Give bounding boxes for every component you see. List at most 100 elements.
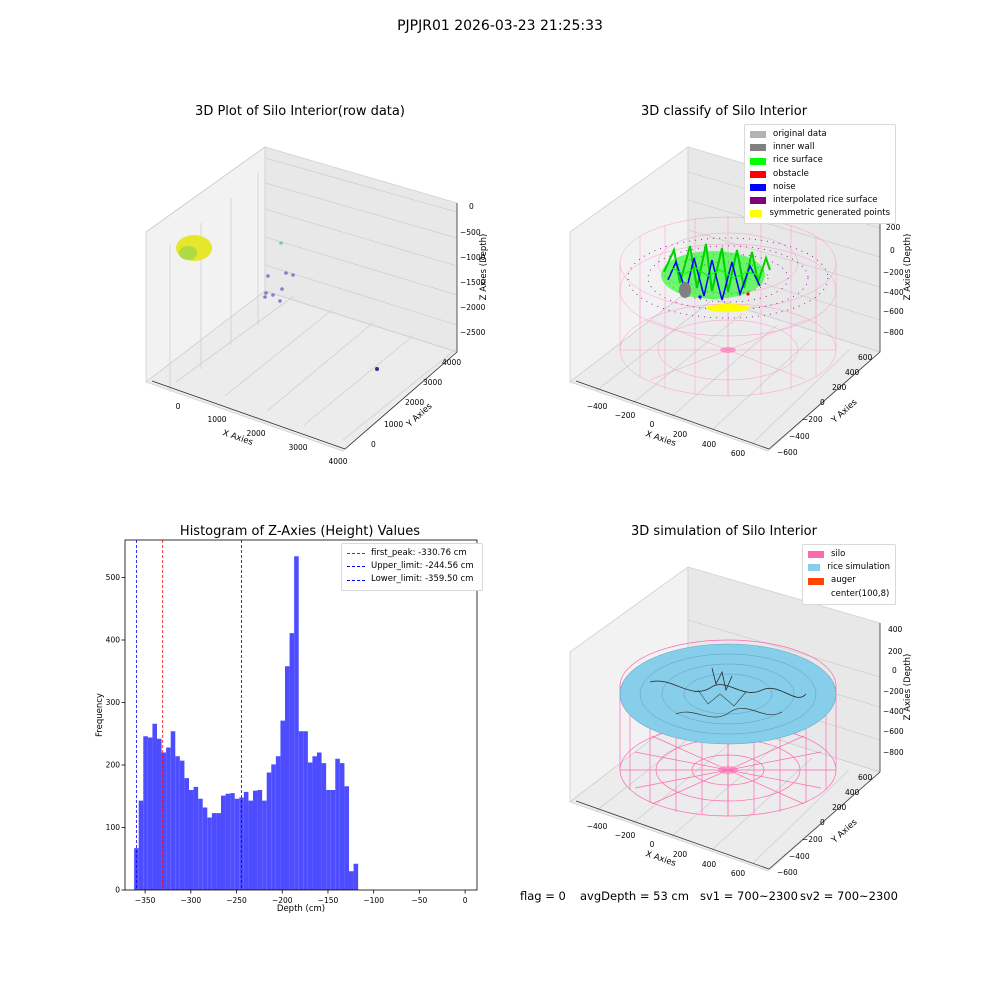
raw-xtick-1: 1000 [207,415,226,424]
histogram-vlines [136,540,242,890]
simulation-xtick-2: 0 [650,840,655,849]
raw-xtick-2: 2000 [246,429,265,438]
simulation-ztick-4: −400 [883,707,904,716]
legend-item: inner wall [750,141,890,154]
raw-3d-points [176,235,379,371]
raw-ytick-3: 3000 [423,378,442,387]
classify-xtick-0: −400 [587,402,608,411]
histogram-title: Histogram of Z-Axies (Height) Values [179,524,421,539]
legend-label: original data [773,129,827,139]
histogram-bar [134,848,139,890]
histogram-ytick-label: 200 [106,761,121,770]
histogram-bar [225,793,231,890]
histogram-bar [307,762,313,890]
histogram-yticks: 0 100 200 300 400 500 [106,573,125,895]
classify-xtick-5: 600 [731,449,746,458]
simulation-xtick-1: −200 [615,831,636,840]
legend-label: silo [831,549,846,559]
histogram-bar [353,863,359,890]
legend-swatch [808,590,824,598]
histogram-bar [184,778,189,890]
legend-label: first_peak: -330.76 cm [371,548,467,558]
legend-swatch [808,577,824,585]
legend-label: noise [773,181,796,192]
raw-ytick-1: 1000 [384,420,403,429]
classify-legend: original data inner wall rice surface ob… [744,124,896,225]
histogram-xtick-label: −300 [181,896,202,905]
classify-xtick-3: 200 [673,430,688,439]
histogram-bar [266,772,272,890]
raw-ztick-3: −1500 [460,278,486,287]
histogram-bar [298,731,304,890]
classify-plot-title: 3D classify of Silo Interior [640,104,808,119]
simulation-xtick-0: −400 [587,822,608,831]
legend-item: rice surface [750,154,890,167]
histogram-bar [349,871,354,890]
histogram-bar [317,752,322,890]
histogram-bar [216,813,221,890]
simulation-xtick-5: 600 [731,869,746,878]
histogram-bar [257,790,263,890]
status-sv1: sv1 = 700~2300 [700,889,798,903]
legend-label: obstacle [773,168,809,179]
histogram-bar [193,786,199,890]
legend-swatch [750,210,763,218]
histogram-xticks: −350 −300 −250 −200 −150 −100 −50 0 [135,890,468,905]
histogram-xtick-label: −250 [226,896,247,905]
legend-item: center(100,8) [808,588,890,601]
legend-line [347,566,365,568]
histogram-xtick-label: −350 [135,896,156,905]
simulation-rice-surface [619,643,837,745]
histogram-bar [335,758,340,890]
legend-label: inner wall [773,142,815,153]
legend-item: Upper_limit: -244.56 cm [347,560,477,573]
histogram-bar [248,800,253,890]
histogram-bar [202,807,208,890]
legend-swatch [808,564,821,572]
classify-interpolated-grid [627,237,829,319]
histogram-bar [271,764,276,890]
histogram-bar [344,786,349,890]
legend-line [347,553,365,555]
simulation-ztick-0: 400 [888,625,903,634]
simulation-ytick-4: 200 [832,803,847,812]
histogram-xlabel: Depth (cm) [277,904,325,914]
raw-plot-title: 3D Plot of Silo Interior(row data) [195,104,405,119]
classify-ytick-0: −600 [777,448,798,457]
raw-3d-grid [145,146,458,441]
classify-xtick-2: 0 [650,420,655,429]
histogram-bar [170,731,176,890]
simulation-ztick-5: −600 [883,727,904,736]
histogram-bar [152,723,157,890]
raw-ztick-1: −500 [460,228,481,237]
simulation-ztick-2: 0 [892,666,897,675]
simulation-ztick-3: −200 [883,687,904,696]
status-avg-depth: avgDepth = 53 cm [580,889,689,903]
classify-ztick-2: −200 [883,268,904,277]
simulation-ylabel: Y Axies [829,817,860,846]
histogram-xtick-label: 0 [463,896,468,905]
legend-item: Lower_limit: -359.50 cm [347,573,477,586]
status-flag: flag = 0 [520,889,566,903]
classify-ytick-6: 600 [858,353,873,362]
histogram-bar [239,797,244,890]
classify-ztick-5: −800 [883,328,904,337]
histogram-xtick-label: −200 [272,896,293,905]
legend-swatch [750,170,766,178]
simulation-zlabel: Z Axies (Depth) [903,654,913,721]
histogram-ytick-label: 300 [106,698,121,707]
legend-swatch [750,157,766,165]
histogram-ytick-label: 400 [106,636,121,645]
histogram-legend: first_peak: -330.76 cm Upper_limit: -244… [341,543,483,591]
figure-title: PJPJR01 2026-03-23 21:25:33 [397,18,603,34]
legend-item: silo [808,548,890,561]
raw-ytick-0: 0 [371,440,376,449]
legend-item: auger [808,574,890,587]
legend-swatch [750,144,766,152]
legend-label: symmetric generated points [769,208,890,219]
legend-swatch [750,183,766,191]
